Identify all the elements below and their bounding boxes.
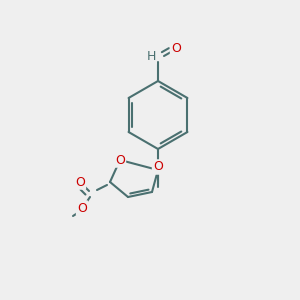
Text: H: H — [146, 50, 156, 64]
Text: O: O — [153, 160, 163, 173]
Text: O: O — [115, 154, 125, 166]
Text: O: O — [75, 176, 85, 188]
Text: O: O — [77, 202, 87, 214]
Text: O: O — [171, 43, 181, 56]
